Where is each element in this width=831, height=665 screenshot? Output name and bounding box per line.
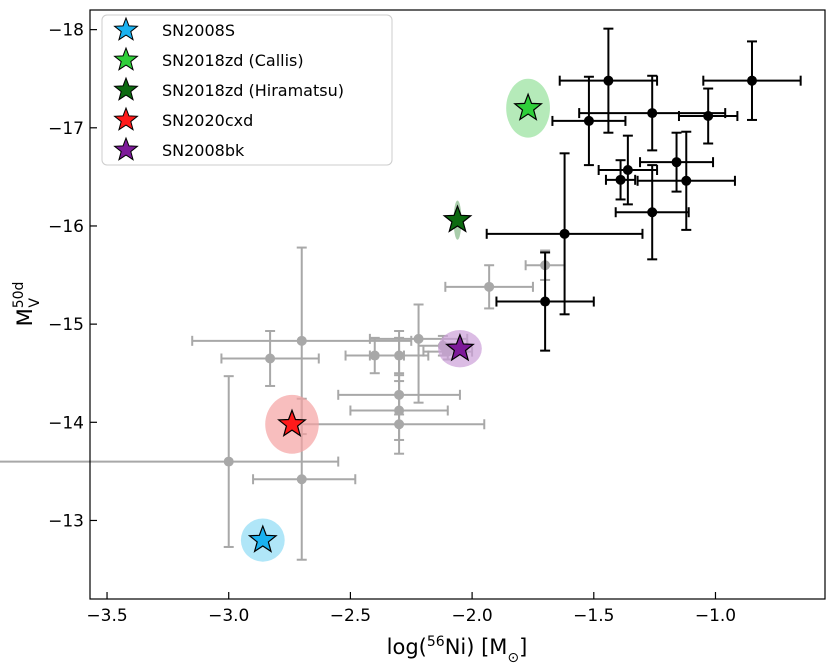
black-marker — [671, 157, 682, 168]
legend-label: SN2018zd (Callis) — [162, 51, 304, 70]
legend-item: SN2018zd (Hiramatsu) — [113, 76, 344, 101]
x-tick-label: −3.5 — [86, 606, 127, 626]
black-marker — [603, 75, 614, 86]
grey-point-12 — [444, 264, 534, 310]
black-series-layer — [485, 27, 802, 352]
star-marker — [513, 92, 544, 121]
x-tick-label: −2.0 — [451, 606, 492, 626]
legend-item: SN2018zd (Callis) — [113, 46, 304, 71]
black-point-1 — [485, 152, 644, 316]
black-point-10 — [677, 87, 739, 145]
grey-marker — [296, 474, 307, 485]
black-marker — [583, 115, 594, 126]
black-point-6 — [578, 74, 727, 152]
y-tick-label: −16 — [48, 217, 84, 237]
grey-point-0 — [0, 375, 340, 548]
y-axis-label-sub: V — [27, 298, 43, 308]
black-point-9 — [636, 130, 736, 231]
legend-star-icon — [113, 136, 139, 161]
star-marker — [247, 524, 278, 553]
highlight-sn2018zd-hiramatsu- — [442, 200, 473, 240]
black-point-8 — [639, 131, 715, 193]
y-axis-label-group: M50dV — [11, 282, 43, 327]
star-marker — [442, 204, 473, 233]
grey-point-8 — [288, 330, 486, 455]
black-point-11 — [702, 40, 802, 121]
black-marker — [647, 207, 658, 218]
highlight-sn2018zd-callis- — [506, 78, 550, 138]
plot-area-frame — [89, 9, 826, 600]
legend-label: SN2020cxd — [162, 111, 253, 130]
grey-series-layer — [0, 246, 566, 561]
highlighted-stars-layer — [240, 78, 550, 562]
x-axis-label-prefix: log( — [387, 635, 427, 659]
y-axis-label-base: M — [13, 308, 37, 326]
x-axis-label: log(56Ni) [M⊙] — [387, 634, 528, 665]
legend-label: SN2008S — [162, 21, 235, 40]
grey-marker — [265, 353, 276, 364]
legend-star-icon — [113, 76, 139, 101]
grey-marker — [223, 456, 234, 467]
star-marker — [277, 408, 307, 437]
highlight-sn2008bk — [438, 330, 482, 368]
axis-ticks-layer: −3.5 −3.0 −2.5 −2.0 −1.5 −1.0 −13 −14 −15 −16 −17 −… — [48, 21, 736, 626]
black-point-5 — [597, 134, 659, 206]
x-tick-label: −2.5 — [330, 606, 371, 626]
y-tick-label: −13 — [48, 511, 84, 531]
black-point-0 — [495, 251, 595, 352]
x-axis-label-mid: Ni) [M — [445, 635, 508, 659]
x-axis-label-suffix: ] — [519, 635, 527, 659]
x-tick-label: −1.0 — [695, 606, 736, 626]
y-tick-label: −14 — [48, 413, 84, 433]
black-point-2 — [551, 75, 627, 167]
x-axis-label-sup: 56 — [427, 634, 445, 650]
grey-marker — [484, 281, 495, 292]
black-point-3 — [558, 27, 659, 134]
highlight-sn2008s — [240, 518, 285, 562]
black-point-4 — [604, 159, 637, 201]
black-marker — [647, 108, 658, 119]
black-marker — [615, 174, 626, 185]
y-axis-label-sup: 50d — [11, 282, 27, 309]
black-marker — [681, 175, 692, 186]
highlight-sn2020cxd — [265, 394, 319, 454]
legend-label: SN2008bk — [162, 141, 245, 160]
black-marker — [540, 296, 551, 307]
x-axis-label-sub: ⊙ — [507, 650, 519, 665]
grey-marker — [394, 419, 405, 430]
star-marker — [444, 332, 475, 362]
black-marker — [703, 111, 714, 122]
legend-box — [101, 14, 393, 166]
x-tick-label: −1.5 — [573, 606, 614, 626]
legend-star-icon — [113, 16, 139, 41]
y-tick-label: −17 — [48, 119, 84, 139]
y-axis-label: M50dV — [11, 282, 43, 327]
legend: SN2008S SN2018zd (Callis) SN2018zd (Hirama… — [101, 14, 393, 166]
black-point-7 — [614, 164, 690, 261]
y-tick-label: −15 — [48, 315, 84, 335]
legend-star-icon — [113, 106, 139, 131]
x-tick-label: −3.0 — [208, 606, 249, 626]
legend-star-icon — [113, 46, 139, 71]
legend-item: SN2008bk — [113, 136, 245, 161]
y-tick-label: −18 — [48, 21, 84, 41]
black-marker — [746, 75, 757, 86]
legend-label: SN2018zd (Hiramatsu) — [162, 81, 344, 100]
legend-item: SN2020cxd — [113, 106, 253, 131]
black-marker — [622, 165, 633, 176]
grey-marker — [296, 335, 307, 346]
grey-marker — [413, 333, 424, 344]
legend-item: SN2008S — [113, 16, 235, 41]
black-marker — [559, 228, 570, 239]
